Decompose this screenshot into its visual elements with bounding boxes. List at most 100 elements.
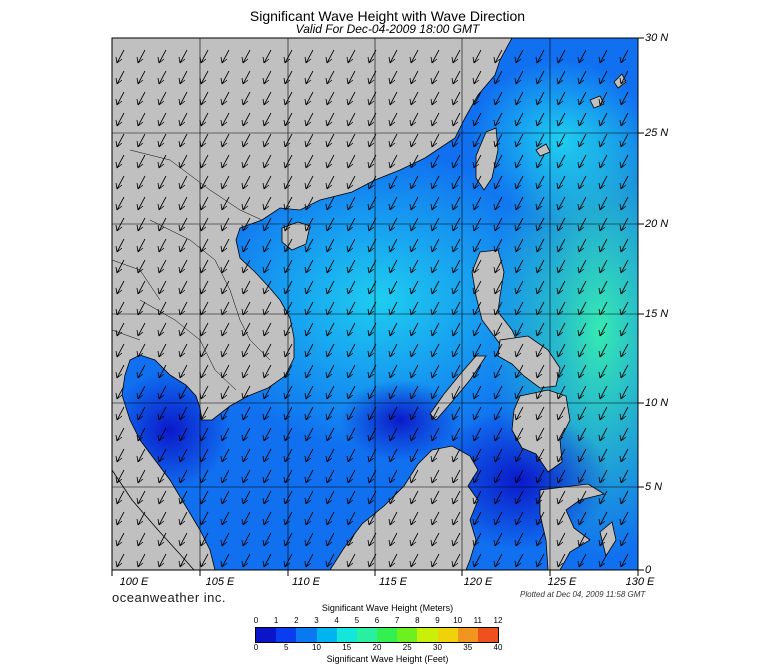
lat-label-30n: 30 N <box>645 32 669 44</box>
wave-direction-arrow <box>325 322 335 337</box>
wave-direction-arrow <box>472 448 482 463</box>
land-taiwan <box>475 127 499 191</box>
wave-direction-arrow <box>472 427 482 442</box>
wave-direction-arrow <box>388 217 398 232</box>
wave-direction-arrow <box>178 175 188 190</box>
wave-direction-arrow <box>241 364 251 379</box>
wave-direction-arrow <box>262 322 272 337</box>
wave-direction-arrow <box>346 238 356 253</box>
wave-direction-arrow <box>535 385 545 400</box>
wave-direction-arrow <box>304 469 314 484</box>
wave-direction-arrow <box>535 91 545 106</box>
wave-direction-arrow <box>577 406 587 421</box>
wave-direction-arrow <box>619 196 629 211</box>
wave-direction-arrow <box>472 238 482 253</box>
wave-direction-arrow <box>514 280 524 295</box>
wave-direction-arrow <box>451 448 461 463</box>
wave-direction-arrow <box>514 322 524 337</box>
wave-direction-arrow <box>535 511 545 526</box>
colorbar-meters-tick: 2 <box>294 616 299 625</box>
wave-direction-arrow <box>346 385 356 400</box>
wave-direction-arrow <box>136 406 146 421</box>
wave-direction-arrow <box>220 343 230 358</box>
colorbar-meters-tick: 5 <box>354 616 360 625</box>
wave-direction-arrow <box>241 490 251 505</box>
colorbar-feet-tick: 5 <box>284 643 289 652</box>
wave-direction-arrow <box>535 364 545 379</box>
wave-direction-arrow <box>283 385 293 400</box>
wave-direction-arrow <box>304 175 314 190</box>
wave-direction-arrow <box>346 469 356 484</box>
wave-direction-arrow <box>220 427 230 442</box>
wave-direction-arrow <box>535 553 545 568</box>
wave-direction-arrow <box>577 280 587 295</box>
wave-direction-arrow <box>577 238 587 253</box>
wave-direction-arrow <box>325 133 335 148</box>
wave-direction-arrow <box>577 322 587 337</box>
wave-direction-arrow <box>409 91 419 106</box>
wave-direction-arrow <box>619 406 629 421</box>
wave-direction-arrow <box>157 364 167 379</box>
wave-direction-arrow <box>304 448 314 463</box>
wave-direction-arrow <box>409 427 419 442</box>
wave-direction-arrow <box>325 112 335 127</box>
land-masses <box>112 38 627 570</box>
wave-direction-arrow <box>115 364 125 379</box>
wave-direction-arrow <box>472 91 482 106</box>
colorbar-meters-tick: 12 <box>493 616 503 625</box>
lat-label-5n: 5 N <box>645 481 663 493</box>
wave-direction-arrow <box>262 154 272 169</box>
wave-direction-arrow <box>535 532 545 547</box>
wave-direction-arrow <box>493 49 503 64</box>
plotted-at-text: Plotted at Dec 04, 2009 11:58 GMT <box>520 590 646 599</box>
wave-direction-arrow <box>514 133 524 148</box>
wave-direction-arrow <box>241 49 251 64</box>
wave-direction-arrow <box>178 280 188 295</box>
wave-direction-arrow <box>325 343 335 358</box>
wave-direction-arrow <box>472 70 482 85</box>
wave-direction-arrow <box>598 217 608 232</box>
wave-direction-arrow <box>430 154 440 169</box>
colorbar-feet-tick: 40 <box>493 643 503 652</box>
wave-direction-arrow <box>178 406 188 421</box>
wave-direction-arrow <box>262 238 272 253</box>
wave-direction-arrow <box>241 133 251 148</box>
wave-direction-arrow <box>409 385 419 400</box>
wave-direction-arrow <box>619 91 629 106</box>
wave-direction-arrow <box>451 406 461 421</box>
wave-direction-arrow <box>136 322 146 337</box>
wave-direction-arrow <box>346 280 356 295</box>
wave-direction-arrow <box>535 49 545 64</box>
wave-direction-arrow <box>556 511 566 526</box>
wave-direction-arrow <box>115 70 125 85</box>
wave-direction-arrow <box>388 70 398 85</box>
wave-direction-arrow <box>178 385 188 400</box>
wave-direction-arrow <box>493 553 503 568</box>
wave-direction-arrow <box>472 511 482 526</box>
wave-direction-arrow <box>514 175 524 190</box>
wave-direction-arrow <box>346 70 356 85</box>
wave-direction-arrow <box>304 70 314 85</box>
wave-direction-arrow <box>241 259 251 274</box>
wave-direction-arrow <box>514 154 524 169</box>
wave-direction-arrow <box>451 196 461 211</box>
colorbar-meters-tick: 6 <box>374 616 380 625</box>
wave-direction-arrow <box>136 49 146 64</box>
wave-direction-arrow <box>514 49 524 64</box>
wave-direction-arrow <box>283 427 293 442</box>
wave-direction-arrow <box>283 70 293 85</box>
wave-direction-arrow <box>346 154 356 169</box>
colorbar-feet-tick: 30 <box>433 643 442 652</box>
wave-direction-arrow <box>493 532 503 547</box>
wave-direction-arrow <box>577 259 587 274</box>
wave-direction-arrow <box>283 133 293 148</box>
wave-direction-arrow <box>619 364 629 379</box>
wave-direction-arrow <box>430 343 440 358</box>
wave-direction-arrow <box>136 385 146 400</box>
map-subtitle: Valid For Dec-04-2009 18:00 GMT <box>295 22 480 36</box>
wave-direction-arrow <box>262 385 272 400</box>
wave-direction-arrow <box>325 196 335 211</box>
wave-direction-arrow <box>304 532 314 547</box>
wave-direction-arrow <box>388 511 398 526</box>
